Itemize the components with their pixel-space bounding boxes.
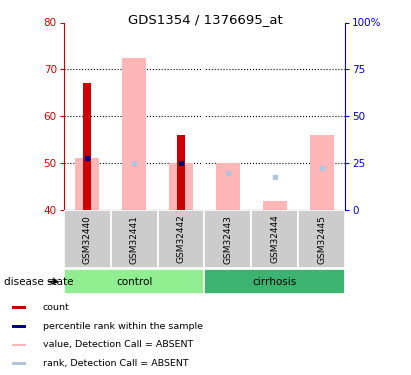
Bar (157, 210, 205, 268)
Bar (310, 135, 333, 210)
Bar (298, 210, 345, 268)
Text: GSM32443: GSM32443 (224, 214, 233, 264)
Bar (12, 344, 26, 346)
Bar (122, 58, 146, 210)
Bar (205, 210, 252, 268)
Text: GSM32445: GSM32445 (317, 214, 326, 264)
Text: rank, Detection Call = ABSENT: rank, Detection Call = ABSENT (43, 359, 188, 368)
Text: control: control (116, 277, 152, 286)
Text: value, Detection Call = ABSENT: value, Detection Call = ABSENT (43, 340, 193, 350)
Bar (12, 325, 26, 328)
Bar (12, 362, 26, 365)
Bar (12, 306, 26, 309)
Bar (64, 269, 205, 294)
Text: GSM32444: GSM32444 (270, 214, 279, 264)
Text: percentile rank within the sample: percentile rank within the sample (43, 322, 203, 331)
Bar (169, 163, 193, 210)
Bar (216, 163, 240, 210)
Bar (263, 201, 286, 210)
Text: GSM32441: GSM32441 (129, 214, 139, 264)
Bar (64, 210, 111, 268)
Bar (83, 84, 91, 210)
Text: count: count (43, 303, 69, 312)
Bar (76, 158, 99, 210)
Text: cirrhosis: cirrhosis (253, 277, 297, 286)
Text: GSM32440: GSM32440 (83, 214, 92, 264)
Text: GSM32442: GSM32442 (176, 214, 185, 264)
Text: disease state: disease state (4, 277, 74, 286)
Bar (177, 135, 185, 210)
Bar (111, 210, 157, 268)
Bar (252, 210, 298, 268)
Bar (205, 269, 345, 294)
Text: GDS1354 / 1376695_at: GDS1354 / 1376695_at (128, 13, 283, 26)
